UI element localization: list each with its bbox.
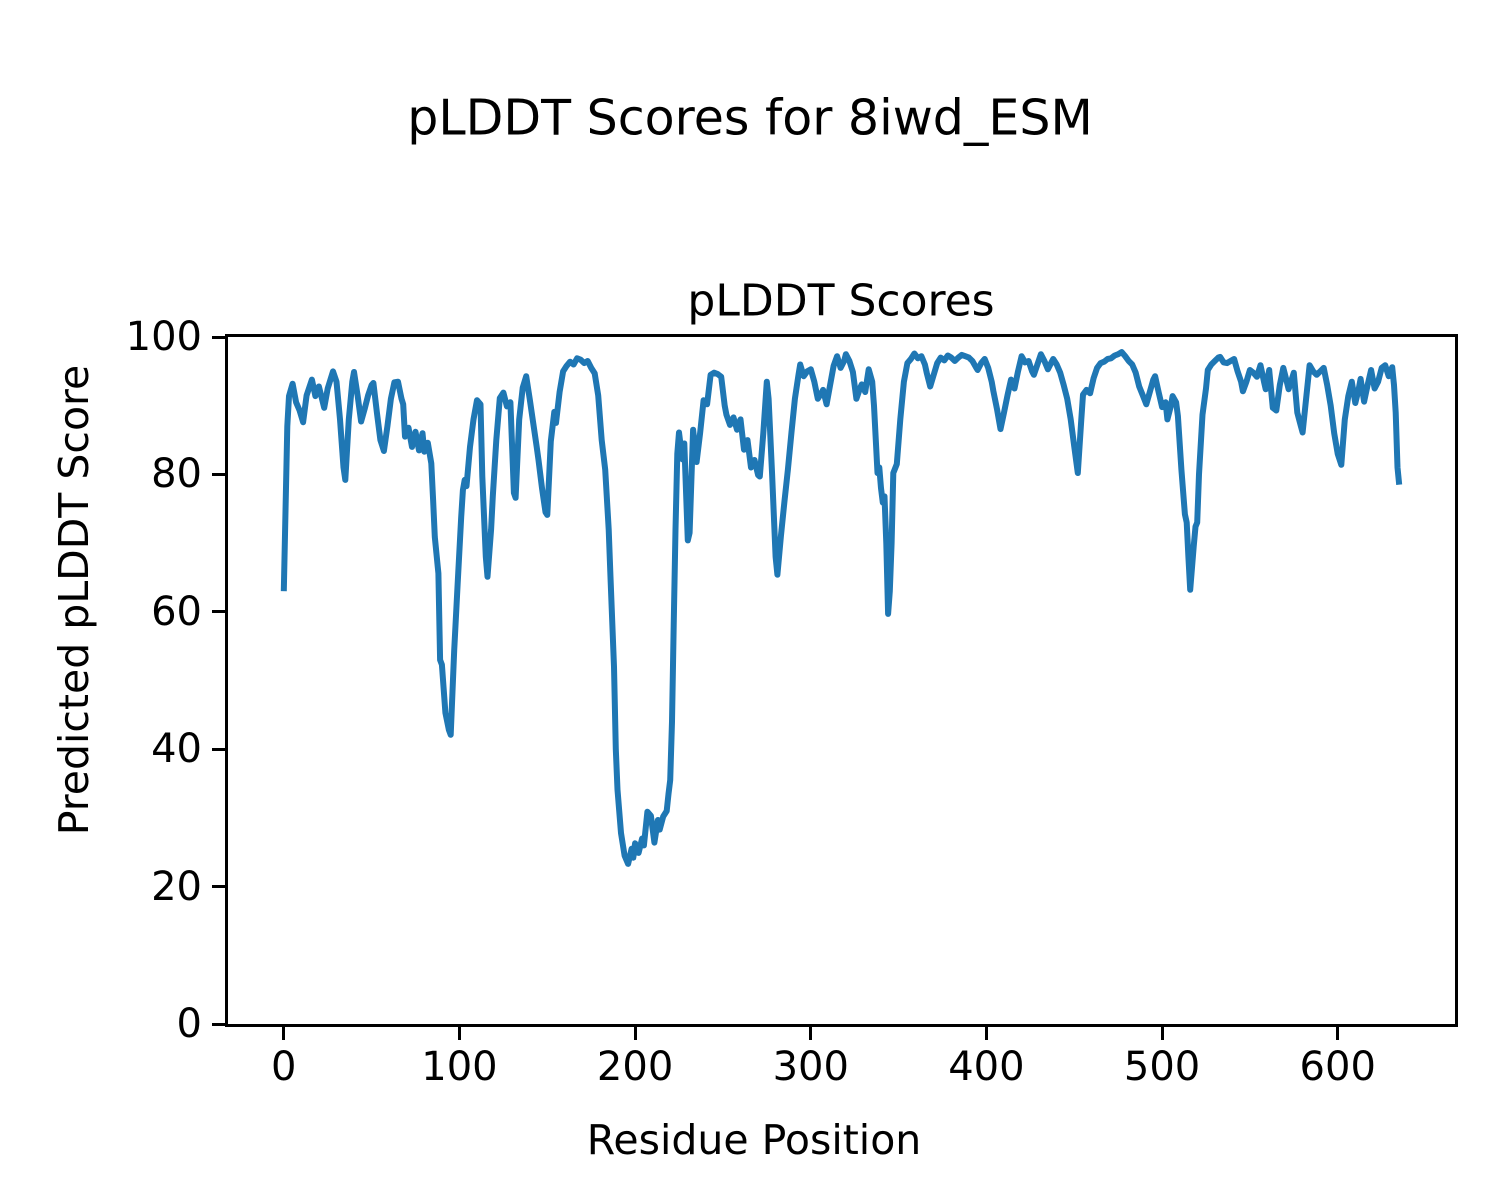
x-axis-label: Residue Position	[586, 1116, 922, 1164]
x-tick-mark	[633, 1027, 637, 1040]
plddt-line-chart	[280, 349, 1403, 867]
y-tick-label: 0	[176, 1001, 202, 1047]
x-tick-mark	[1160, 1027, 1164, 1040]
x-tick-label: 200	[596, 1044, 674, 1090]
x-tick-mark	[1336, 1027, 1340, 1040]
y-axis-label: Predicted pLDDT Score	[50, 364, 98, 836]
x-tick-label: 400	[948, 1044, 1025, 1090]
x-tick-mark	[282, 1027, 286, 1040]
x-tick-label: 0	[271, 1044, 297, 1090]
x-tick-label: 100	[421, 1044, 498, 1090]
axes-title: pLDDT Scores	[687, 275, 995, 327]
y-tick-mark	[212, 335, 225, 339]
y-tick-label: 60	[151, 588, 202, 635]
y-tick-label: 100	[125, 314, 202, 360]
y-tick-label: 20	[151, 863, 202, 910]
plddt-line	[280, 349, 1403, 867]
y-tick-mark	[212, 885, 225, 889]
x-tick-label: 600	[1299, 1044, 1376, 1090]
y-tick-label: 40	[151, 726, 202, 773]
x-tick-mark	[457, 1027, 461, 1040]
x-tick-mark	[809, 1027, 813, 1040]
figure-title: pLDDT Scores for 8iwd_ESM	[407, 89, 1093, 147]
x-tick-mark	[984, 1027, 988, 1040]
y-tick-mark	[212, 610, 225, 614]
x-tick-label: 500	[1123, 1044, 1201, 1090]
y-tick-mark	[212, 747, 225, 751]
y-tick-mark	[212, 472, 225, 476]
x-tick-label: 300	[772, 1044, 849, 1090]
y-tick-mark	[212, 1022, 225, 1026]
y-tick-label: 80	[151, 451, 202, 498]
